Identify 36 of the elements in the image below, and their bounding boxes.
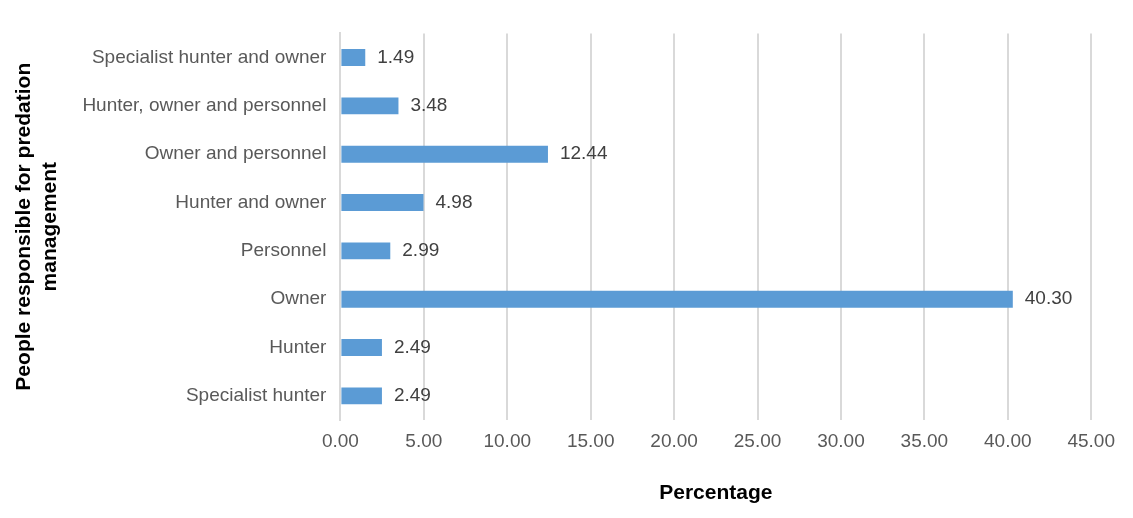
bar <box>341 290 1013 308</box>
data-label: 40.30 <box>1024 287 1073 309</box>
y-tick-label: Personnel <box>240 239 327 261</box>
bar <box>341 49 366 67</box>
bar <box>341 194 424 211</box>
y-tick-label: Specialist hunter <box>185 384 328 406</box>
y-tick-label: Owner and personnel <box>144 142 327 164</box>
x-tick-label: 35.00 <box>900 429 949 451</box>
data-label: 1.49 <box>377 45 415 67</box>
y-axis-title: People responsible for predation management <box>11 62 60 391</box>
x-tick-label: 30.00 <box>817 429 865 451</box>
bar <box>341 387 382 405</box>
data-label: 4.98 <box>435 190 473 212</box>
data-label: 2.49 <box>393 384 431 406</box>
data-label: 2.99 <box>402 239 440 261</box>
bar <box>341 339 382 356</box>
y-tick-label: Hunter <box>269 335 328 357</box>
bar <box>341 242 391 260</box>
x-tick-label: 10.00 <box>483 429 532 451</box>
data-label: 3.48 <box>410 94 448 116</box>
x-tick-label: 40.00 <box>984 429 1032 451</box>
bar <box>341 145 548 163</box>
bar <box>341 97 399 115</box>
data-label: 12.44 <box>559 142 608 164</box>
x-tick-label: 20.00 <box>650 429 698 451</box>
x-tick-label: 0.00 <box>321 429 359 451</box>
y-tick-label: Owner <box>270 287 328 309</box>
x-tick-label: 5.00 <box>405 429 443 451</box>
y-tick-label: Hunter, owner and personnel <box>82 94 327 116</box>
x-tick-label: 45.00 <box>1067 429 1115 451</box>
x-tick-label: 25.00 <box>733 429 782 451</box>
x-tick-label: 15.00 <box>566 429 615 451</box>
y-tick-label: Specialist hunter and owner <box>91 45 328 67</box>
data-label: 2.49 <box>393 335 431 357</box>
y-tick-label: Hunter and owner <box>175 190 328 212</box>
x-axis-title: Percentage <box>659 480 773 504</box>
